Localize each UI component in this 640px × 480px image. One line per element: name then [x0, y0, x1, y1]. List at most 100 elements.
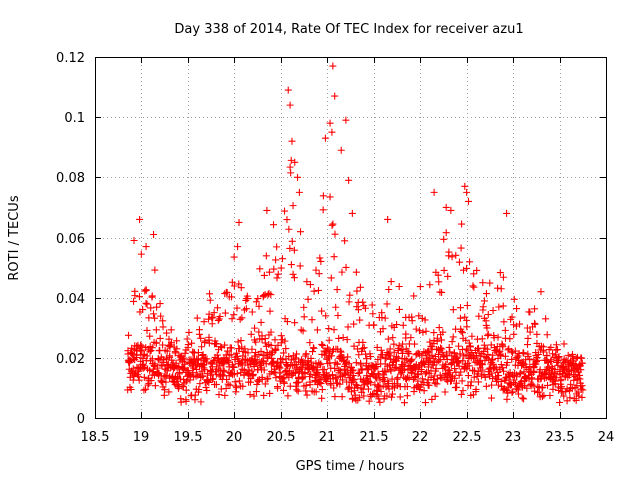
- data-point: [253, 356, 261, 364]
- data-point: [540, 391, 548, 399]
- data-point: [228, 315, 236, 323]
- data-point: [150, 230, 158, 238]
- data-point: [339, 334, 347, 342]
- data-point: [216, 312, 224, 320]
- data-point: [296, 262, 304, 270]
- data-point: [373, 363, 381, 371]
- data-point: [264, 375, 272, 383]
- data-point: [235, 280, 243, 288]
- data-point: [430, 329, 438, 337]
- data-point: [557, 375, 565, 383]
- data-point: [233, 370, 241, 378]
- data-point: [274, 384, 282, 392]
- data-point: [465, 362, 473, 370]
- data-point: [537, 288, 545, 296]
- data-point: [348, 209, 356, 217]
- data-point: [461, 313, 469, 321]
- data-point: [403, 383, 411, 391]
- data-point: [325, 336, 333, 344]
- data-point: [330, 253, 338, 261]
- data-point: [426, 338, 434, 346]
- data-point: [143, 352, 151, 360]
- data-point: [152, 326, 160, 334]
- data-point: [371, 364, 379, 372]
- data-point: [261, 339, 269, 347]
- data-point: [270, 357, 278, 365]
- data-point: [350, 375, 358, 383]
- data-point: [442, 229, 450, 237]
- data-point: [173, 375, 181, 383]
- data-point: [579, 386, 587, 394]
- data-point: [251, 324, 259, 332]
- data-point: [433, 334, 441, 342]
- data-point: [128, 350, 136, 358]
- data-point: [289, 270, 297, 278]
- data-point: [397, 370, 405, 378]
- data-point: [159, 323, 167, 331]
- data-point: [267, 341, 275, 349]
- data-point: [373, 386, 381, 394]
- data-point: [407, 334, 415, 342]
- axis-tick-labels: 18.5 19 19.5 20 20.5 21 21.5 22 22.5 23 23.5 24 0 0.0…: [56, 51, 614, 445]
- data-point: [421, 399, 429, 407]
- data-point: [223, 288, 231, 296]
- data-point: [399, 346, 407, 354]
- data-point: [140, 386, 148, 394]
- data-point: [272, 256, 280, 264]
- data-point: [205, 336, 213, 344]
- data-point: [239, 382, 247, 390]
- data-point: [293, 350, 301, 358]
- data-point: [332, 375, 340, 383]
- data-point: [176, 368, 184, 376]
- x-tick-label: 20: [226, 430, 243, 445]
- data-point: [131, 292, 139, 300]
- data-point: [198, 343, 206, 351]
- data-point: [457, 368, 465, 376]
- data-point: [167, 326, 175, 334]
- data-point: [446, 348, 454, 356]
- data-point: [382, 368, 390, 376]
- data-point: [504, 346, 512, 354]
- data-point: [213, 351, 221, 359]
- data-point: [324, 344, 332, 352]
- data-point: [386, 345, 394, 353]
- data-point: [315, 375, 323, 383]
- data-point: [478, 361, 486, 369]
- data-point: [319, 206, 327, 214]
- data-point: [206, 296, 214, 304]
- data-point: [318, 394, 326, 402]
- data-point: [531, 319, 539, 327]
- data-point: [428, 395, 436, 403]
- data-point: [201, 366, 209, 374]
- data-point: [421, 361, 429, 369]
- data-point: [387, 278, 395, 286]
- data-point: [414, 371, 422, 379]
- data-point: [560, 392, 568, 400]
- data-point: [529, 381, 537, 389]
- data-point: [539, 346, 547, 354]
- data-point: [345, 298, 353, 306]
- data-point: [458, 377, 466, 385]
- data-point: [421, 316, 429, 324]
- data-point: [411, 340, 419, 348]
- data-point: [578, 382, 586, 390]
- data-point: [430, 188, 438, 196]
- data-point: [455, 258, 463, 266]
- y-tick-label: 0.1: [64, 111, 85, 126]
- data-point: [317, 360, 325, 368]
- data-point: [474, 345, 482, 353]
- data-point: [500, 367, 508, 375]
- data-point: [370, 321, 378, 329]
- data-point: [367, 379, 375, 387]
- data-point: [271, 336, 279, 344]
- data-point: [249, 372, 257, 380]
- data-point: [499, 273, 507, 281]
- data-point: [196, 380, 204, 388]
- data-point: [383, 392, 391, 400]
- data-point: [336, 380, 344, 388]
- data-point: [455, 342, 463, 350]
- data-point: [472, 385, 480, 393]
- data-point: [434, 271, 442, 279]
- data-point: [183, 377, 191, 385]
- data-point: [552, 374, 560, 382]
